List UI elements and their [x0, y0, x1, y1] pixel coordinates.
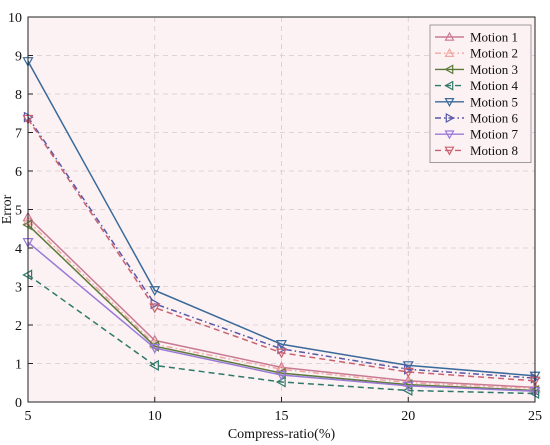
y-tick-label: 9: [15, 50, 22, 65]
series-line: [27, 60, 536, 377]
legend-label: Motion 1: [470, 30, 518, 45]
x-tick-label: 10: [148, 409, 162, 424]
legend-marker: [444, 146, 455, 156]
series-line: [27, 220, 536, 390]
y-tick-label: 4: [15, 242, 22, 257]
legend-item: Motion 6: [435, 111, 519, 126]
y-tick-label: 5: [15, 204, 22, 219]
x-tick-label: 5: [25, 409, 32, 424]
y-tick-label: 8: [15, 88, 22, 103]
legend-marker: [444, 80, 454, 91]
legend-marker: [444, 47, 455, 58]
data-point: [402, 381, 414, 392]
x-tick-label: 15: [275, 409, 289, 424]
legend-item: Motion 3: [435, 62, 518, 77]
legend-marker: [445, 112, 455, 124]
series-line: [27, 118, 536, 382]
legend-label: Motion 7: [470, 127, 519, 142]
legend-marker: [444, 31, 455, 41]
legend-label: Motion 4: [470, 78, 519, 93]
legend-label: Motion 3: [470, 62, 518, 77]
legend-item: Motion 2: [435, 46, 518, 61]
legend-marker: [444, 64, 454, 75]
series-line: [27, 216, 536, 389]
y-tick-label: 6: [15, 165, 22, 180]
legend-item: Motion 5: [435, 94, 518, 109]
data-point: [149, 303, 161, 314]
legend-label: Motion 5: [470, 94, 518, 109]
y-tick-label: 7: [15, 127, 22, 142]
data-point: [149, 359, 159, 371]
legend-item: Motion 4: [435, 78, 519, 93]
legend-label: Motion 6: [470, 111, 519, 126]
data-point: [275, 370, 288, 381]
legend-item: Motion 1: [435, 30, 518, 45]
data-point: [402, 384, 413, 396]
legend-label: Motion 2: [470, 46, 518, 61]
legend-item: Motion 8: [435, 143, 518, 158]
x-tick-label: 20: [401, 409, 415, 424]
data-point: [275, 348, 288, 359]
y-tick-label: 0: [15, 396, 22, 411]
y-tick-label: 3: [15, 281, 22, 296]
series-line: [27, 274, 536, 395]
legend-marker: [444, 130, 455, 140]
y-tick-label: 1: [15, 358, 22, 373]
legend-box: [429, 24, 532, 164]
y-tick-label: 2: [15, 319, 22, 334]
data-point: [149, 343, 161, 354]
series-line: [27, 224, 536, 392]
legend-label: Motion 8: [470, 143, 518, 158]
legend-marker: [444, 97, 455, 108]
y-axis-label: Error: [0, 194, 15, 224]
tick-labels: 5 10 15 20 25 0 1 2 3 4 5 6 7 8 9 10: [8, 11, 542, 424]
y-tick-label: 10: [8, 11, 22, 26]
axes: [27, 16, 536, 403]
legend-item: Motion 7: [435, 127, 519, 142]
data-point: [149, 286, 161, 297]
x-tick-label: 25: [528, 409, 542, 424]
data-point: [402, 367, 414, 378]
series-line: [27, 241, 536, 392]
x-axis-label: Compress-ratio(%): [228, 427, 336, 442]
